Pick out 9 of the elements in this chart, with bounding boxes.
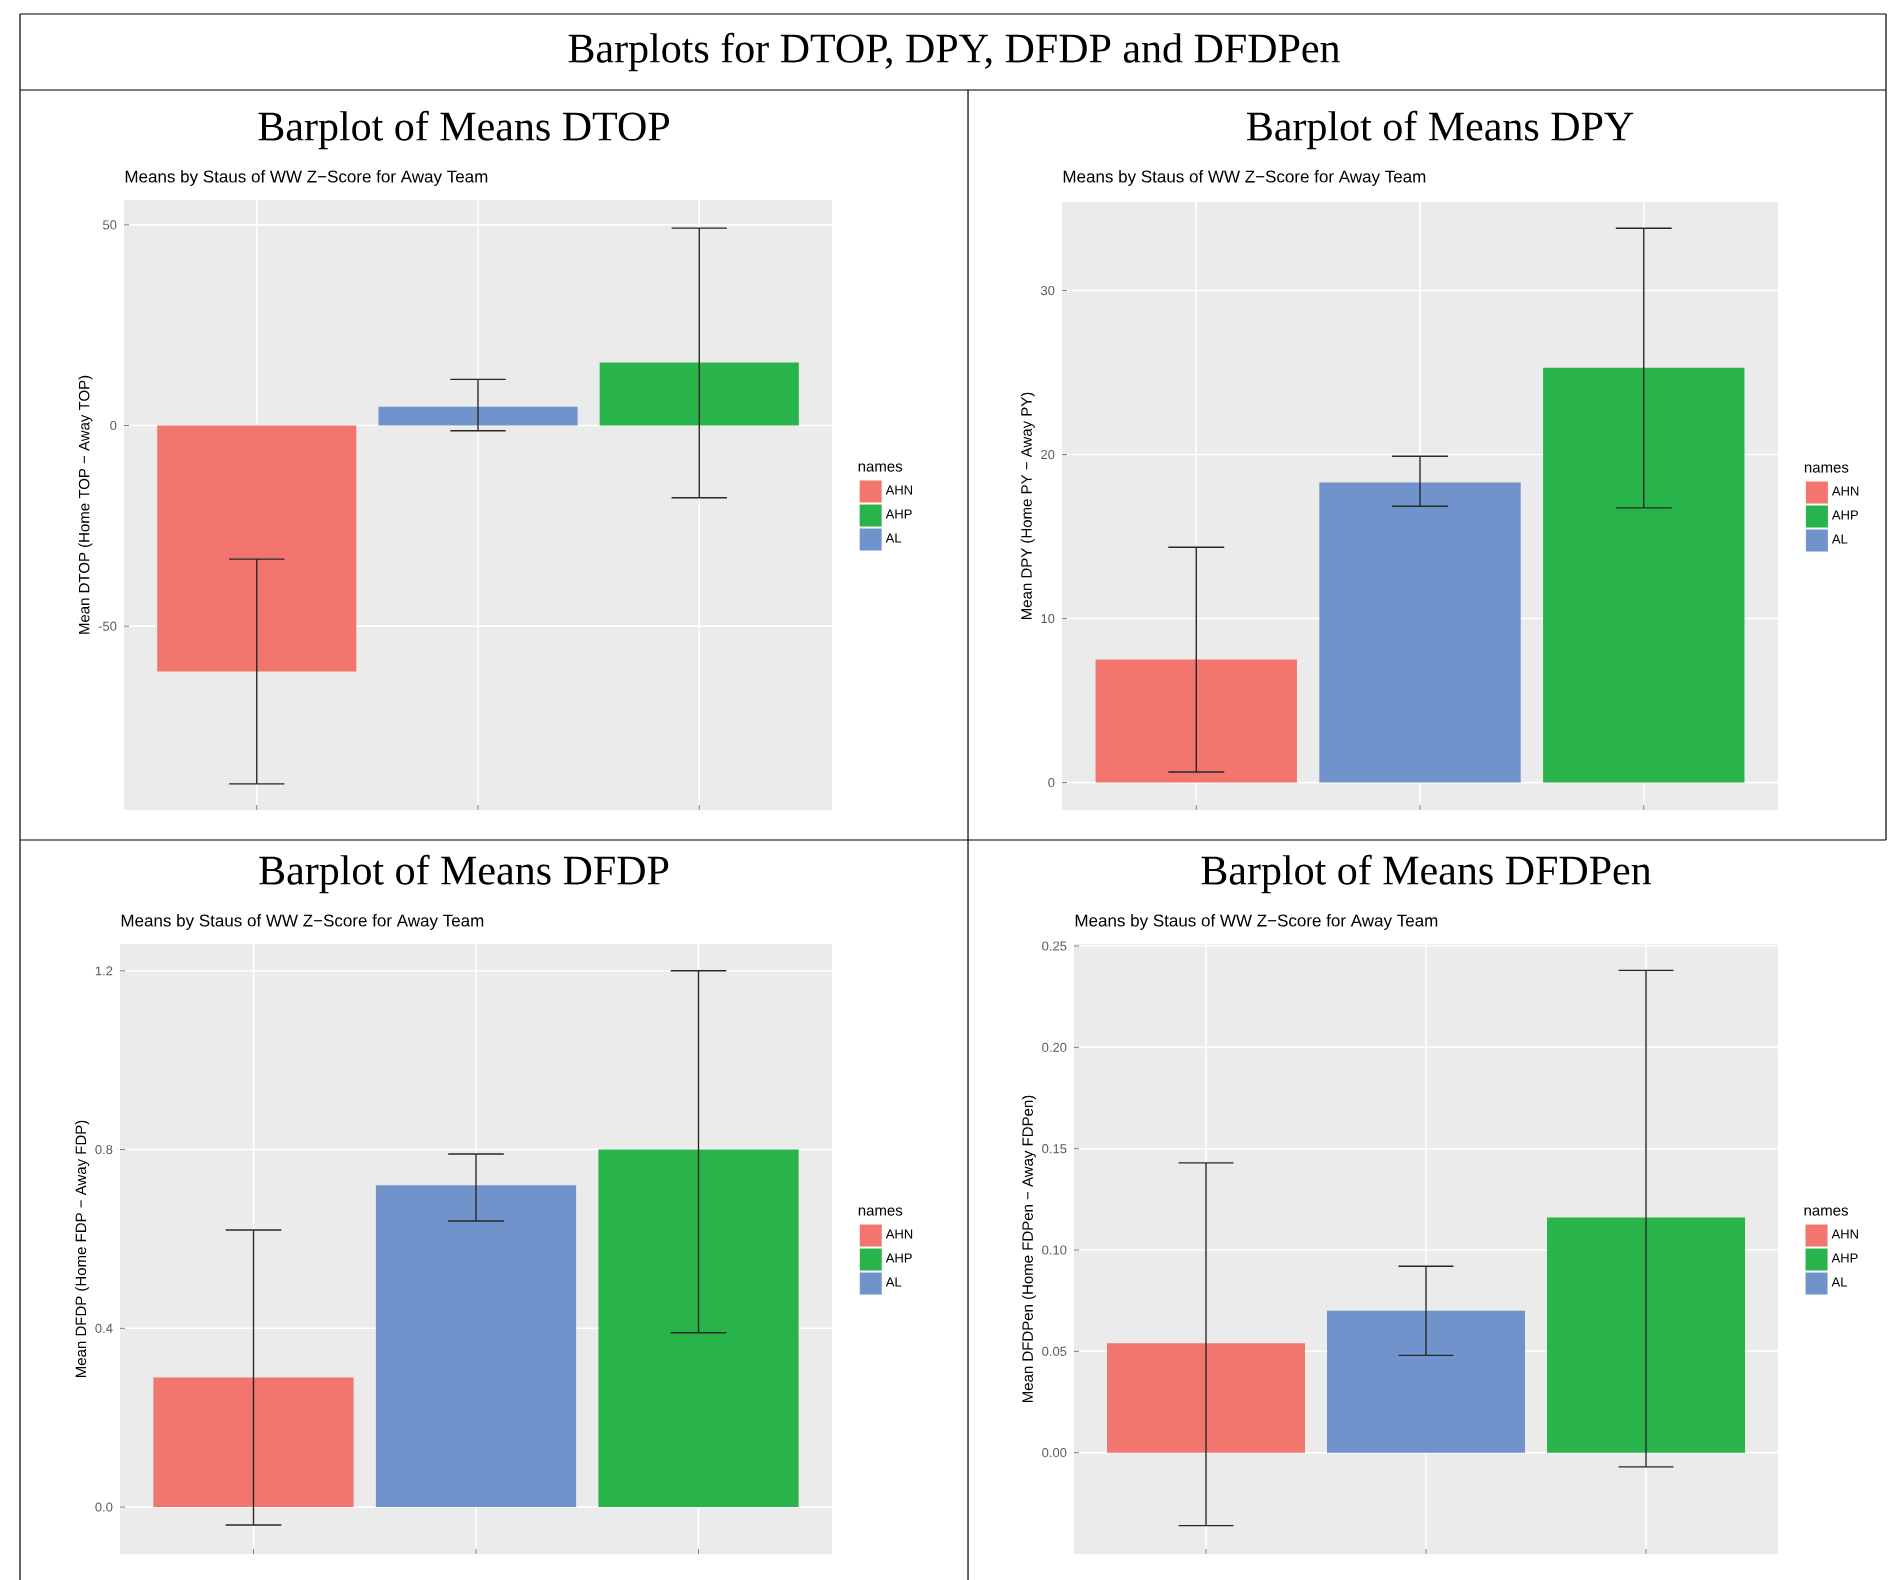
chart-subtitle: Means by Staus of WW Z−Score for Away Team [125,170,488,186]
chart-subtitle: Means by Staus of WW Z−Score for Away Team [1063,170,1426,186]
chart-subtitle: Means by Staus of WW Z−Score for Away Team [121,914,484,930]
chart-title: Barplot of Means DPY [1247,110,1634,150]
chart-subtitle: Means by Staus of WW Z−Score for Away Team [1075,914,1438,930]
chart-title: Barplot of Means DFDP [259,854,669,894]
chart-title: Barplot of Means DFDPen [1201,854,1652,894]
text: Barplots for DTOP, DPY, DFDP and DFDPen [568,32,1340,72]
chart-title: Barplot of Means DTOP [258,110,670,150]
